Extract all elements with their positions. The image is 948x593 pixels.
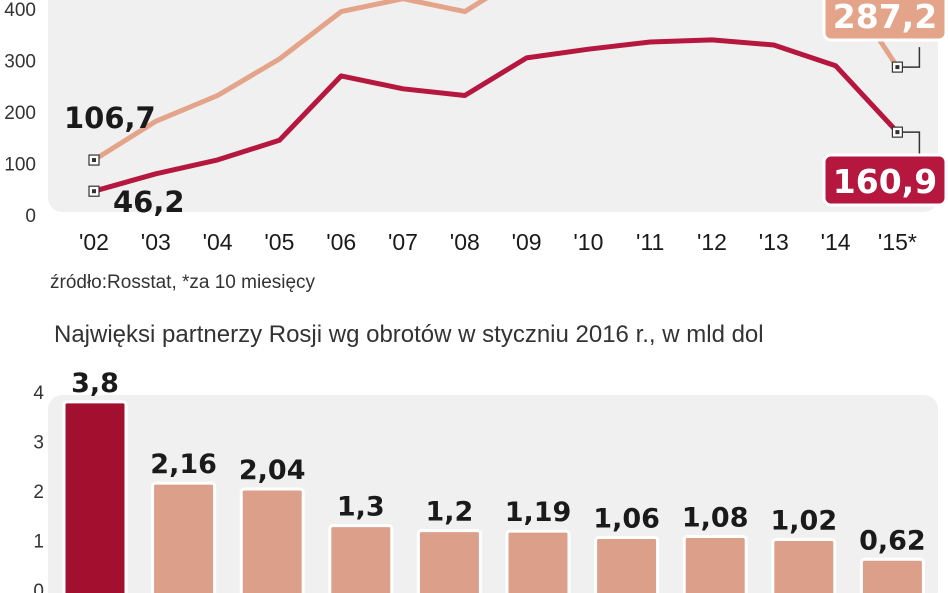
line-y-tick-200: 200 — [4, 103, 36, 124]
line-y-tick-0: 0 — [25, 206, 36, 227]
end-label-light: 287,2 — [833, 0, 937, 36]
bar — [682, 535, 748, 593]
bar-chart: Najwięksi partnerzy Rosji wg obrotów w s… — [33, 321, 938, 593]
bars-group: 3,8 2,16 2,04 1,3 1,2 1,19 1,06 1,08 1,02 0,62 — [62, 368, 926, 593]
line-y-axis: 0 100 200 300 400 — [4, 0, 36, 227]
bar — [239, 487, 305, 593]
line-x-tick: '14 — [821, 229, 851, 255]
line-x-tick: '15* — [878, 229, 917, 255]
line-series-light — [91, 0, 900, 163]
bar-y-tick-0: 0 — [33, 581, 44, 593]
bar — [416, 529, 482, 593]
line-x-tick: '02 — [79, 229, 109, 255]
bar-y-tick-2: 2 — [33, 482, 44, 503]
line-x-tick: '13 — [759, 229, 789, 255]
line-series-group — [88, 0, 904, 197]
line-x-tick: '03 — [141, 229, 171, 255]
bar-value-label: 1,08 — [682, 503, 749, 534]
bar-y-axis: 0 1 2 3 4 — [33, 383, 44, 593]
bar — [151, 481, 217, 593]
line-x-axis: '02 '03 '04 '05 '06 '07 '08 '09 '10 '11 '12 '13 '14 '… — [79, 229, 917, 255]
end-label-box-dark — [822, 153, 948, 207]
line-series-dark — [91, 37, 900, 194]
line-point-marker-dot — [895, 130, 900, 135]
bar-y-tick-3: 3 — [33, 433, 44, 454]
end-label-connector — [902, 131, 921, 159]
bar-value-label: 0,62 — [859, 525, 926, 556]
line-chart: 0 100 200 300 400 '02 '03 '04 '05 '06 '07 '08 '09 '1… — [4, 0, 948, 293]
line-x-tick: '11 — [636, 229, 664, 255]
line-x-tick: '12 — [697, 229, 727, 255]
start-label-light: 106,7 — [64, 101, 156, 135]
end-label-dark: 160,9 — [833, 162, 937, 201]
line-x-tick: '08 — [450, 229, 480, 255]
bar-y-tick-4: 4 — [33, 383, 44, 404]
bar-value-label: 1,19 — [505, 497, 572, 528]
bar-value-label: 1,06 — [593, 504, 660, 535]
line-x-tick: '06 — [326, 229, 356, 255]
line-x-tick: '07 — [388, 229, 418, 255]
bar — [328, 524, 394, 593]
bar-value-label: 1,02 — [770, 506, 837, 537]
line-point-marker-dot — [92, 158, 96, 163]
line-y-tick-300: 300 — [4, 52, 36, 73]
bar — [594, 536, 660, 593]
bar-value-label: 2,16 — [150, 449, 217, 480]
bar-value-label: 1,3 — [337, 492, 385, 523]
line-x-tick: '09 — [512, 229, 542, 255]
source-note: źródło:Rosstat, *za 10 miesięcy — [50, 272, 316, 293]
bar-y-tick-1: 1 — [33, 532, 44, 553]
line-y-tick-400: 400 — [4, 0, 36, 21]
bar-value-label: 1,2 — [425, 497, 473, 528]
bar-value-label: 2,04 — [239, 455, 306, 486]
line-x-tick: '10 — [573, 229, 603, 255]
bar — [62, 400, 128, 593]
bar-chart-title: Najwięksi partnerzy Rosji wg obrotów w s… — [54, 321, 764, 348]
end-label-box-light — [822, 0, 948, 42]
line-point-marker-dot — [92, 189, 96, 194]
bar-value-label: 3,8 — [71, 368, 119, 399]
bar — [859, 557, 925, 593]
bar — [771, 538, 837, 593]
start-label-dark: 46,2 — [113, 185, 185, 219]
line-x-tick: '04 — [203, 229, 233, 255]
line-chart-panel — [48, 0, 938, 212]
bar — [505, 529, 571, 593]
line-x-tick: '05 — [264, 229, 294, 255]
line-labels: 106,7 46,2 287,2 160,9 — [64, 0, 948, 219]
end-label-connector — [902, 47, 921, 68]
line-y-tick-100: 100 — [4, 155, 36, 176]
line-point-marker-dot — [895, 65, 900, 70]
